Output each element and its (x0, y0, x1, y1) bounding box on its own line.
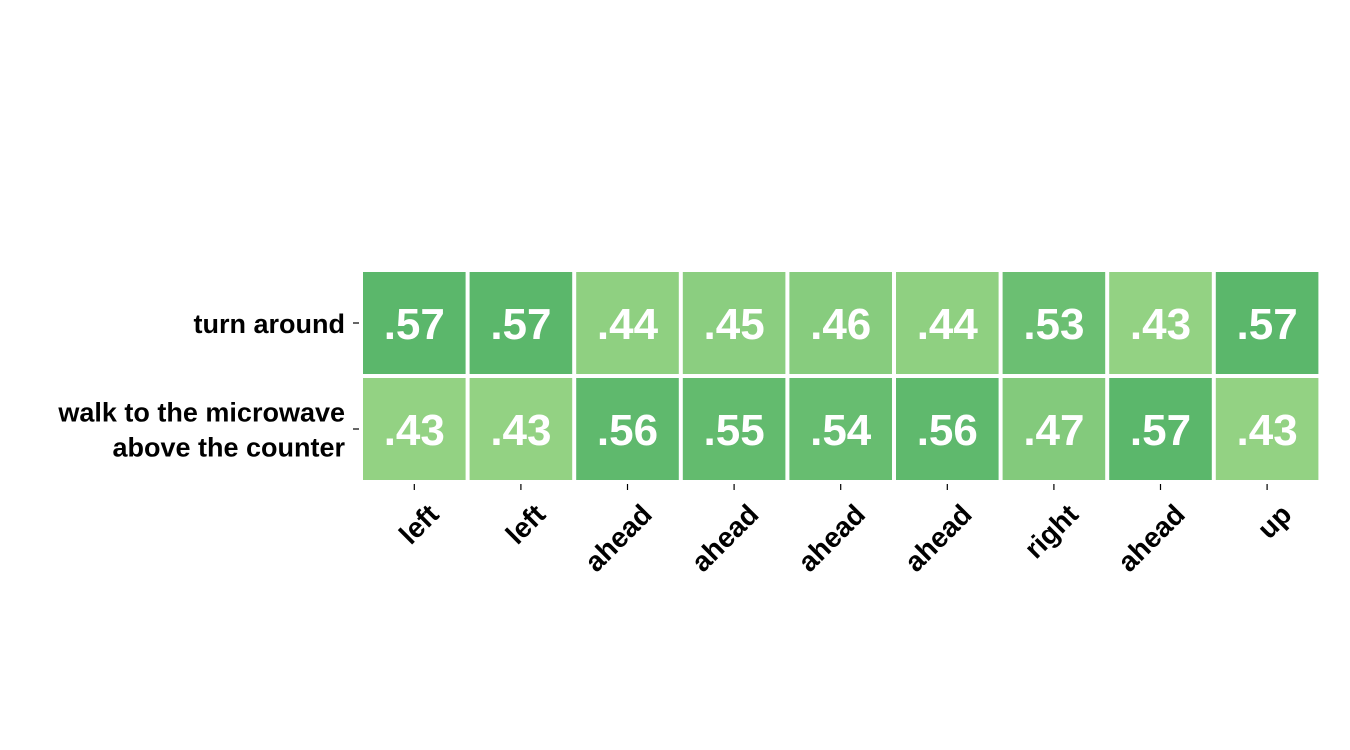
heatmap-value-labels: .57 .57 .44 .45 .46 .44 .53 .43 .57 .43 .43 .56 .55.… (384, 300, 1298, 455)
heatmap-cell-r1-c9 (1215, 272, 1319, 374)
cell-value-label: .56 (597, 406, 658, 455)
cell-value-label: .56 (917, 406, 978, 455)
heatmap-cell-r2-c2 (469, 378, 573, 480)
x-tick-label: ahead (1112, 498, 1191, 577)
x-axis: left left ahead ahead ahead ahead right ahead up (393, 484, 1297, 578)
heatmap-cells (363, 272, 1319, 480)
y-tick-label: walk to the microwave above the counter (57, 398, 345, 463)
heatmap-cell-r2-c3 (576, 378, 679, 480)
cell-value-label: .43 (384, 406, 445, 455)
cell-value-label: .57 (1237, 300, 1298, 349)
cell-value-label: .44 (917, 300, 979, 349)
cell-value-label: .43 (490, 406, 551, 455)
x-tick-label: ahead (579, 498, 658, 577)
heatmap-cell-r2-c5 (789, 378, 892, 480)
heatmap-cell-r2-c7 (1002, 378, 1106, 480)
cell-value-label: .43 (1237, 406, 1298, 455)
x-tick-label: ahead (685, 498, 764, 577)
heatmap-cell-r1-c8 (1109, 272, 1212, 374)
cell-value-label: .53 (1023, 300, 1084, 349)
heatmap-cell-r1-c4 (682, 272, 786, 374)
heatmap-cell-r2-c9 (1215, 378, 1319, 480)
cell-value-label: .43 (1130, 300, 1191, 349)
y-axis: turn around walk to the microwave above th… (57, 309, 359, 463)
cell-value-label: .57 (1130, 406, 1191, 455)
cell-value-label: .46 (810, 300, 871, 349)
heatmap-cell-r2-c1 (363, 378, 466, 480)
cell-value-label: .44 (597, 300, 659, 349)
x-tick-label: ahead (792, 498, 871, 577)
x-tick-label: right (1018, 498, 1084, 564)
x-tick-label: ahead (899, 498, 978, 577)
cell-value-label: .54 (810, 406, 872, 455)
heatmap-cell-r1-c6 (896, 272, 999, 374)
heatmap-cell-r1-c3 (576, 272, 679, 374)
x-tick-label: left (393, 498, 445, 550)
cell-value-label: .47 (1023, 406, 1084, 455)
cell-value-label: .45 (704, 300, 765, 349)
x-tick-label: left (500, 498, 552, 550)
heatmap-cell-r2-c6 (896, 378, 999, 480)
heatmap-cell-r1-c5 (789, 272, 892, 374)
cell-value-label: .57 (384, 300, 445, 349)
heatmap-cell-r2-c4 (682, 378, 786, 480)
heatmap-cell-r1-c1 (363, 272, 466, 374)
heatmap-cell-r1-c2 (469, 272, 573, 374)
heatmap-cell-r2-c8 (1109, 378, 1212, 480)
cell-value-label: .57 (490, 300, 551, 349)
x-tick-label: up (1251, 498, 1297, 544)
y-tick-label: turn around (194, 309, 345, 339)
heatmap-cell-r1-c7 (1002, 272, 1106, 374)
cell-value-label: .55 (704, 406, 765, 455)
